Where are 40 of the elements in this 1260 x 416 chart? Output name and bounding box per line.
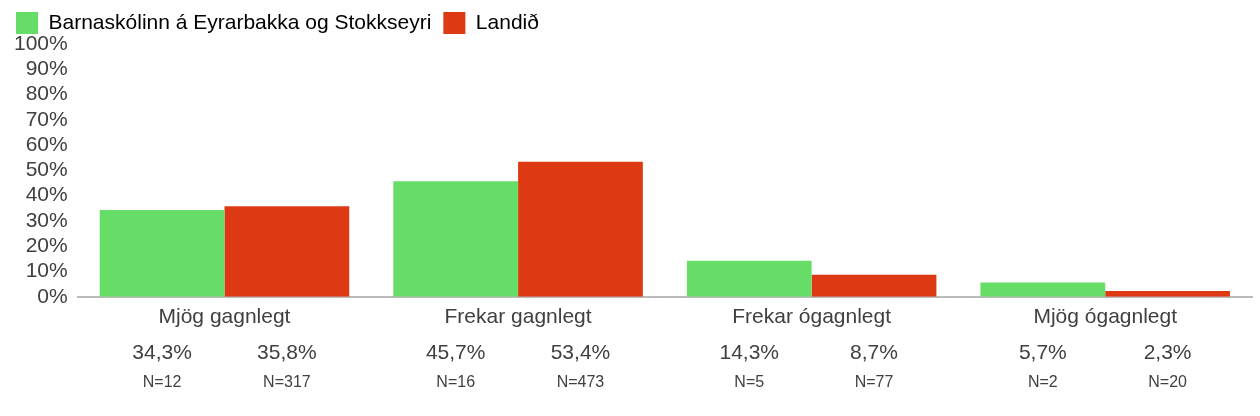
y-tick-label: 40% bbox=[25, 182, 68, 206]
legend-label: Landið bbox=[475, 9, 539, 33]
x-tick-label: Frekar ógagnlegt bbox=[732, 304, 892, 328]
x-tick-label: Mjög ógagnlegt bbox=[1033, 304, 1178, 328]
data-label: 35,8% bbox=[257, 339, 317, 363]
data-label: 2,3% bbox=[1143, 339, 1192, 363]
text: N=12 bbox=[142, 373, 182, 391]
text: N=16 bbox=[436, 373, 476, 391]
y-tick-label: 0% bbox=[37, 283, 68, 307]
y-tick-label: 70% bbox=[25, 106, 68, 130]
x-tick-label: Mjög gagnlegt bbox=[158, 304, 291, 328]
text: N=5 bbox=[734, 373, 765, 391]
bar bbox=[686, 260, 812, 297]
bar bbox=[393, 181, 519, 297]
text: N=2 bbox=[1027, 373, 1058, 391]
bar bbox=[518, 161, 643, 297]
data-label: 34,3% bbox=[132, 339, 192, 363]
legend-label: Barnaskólinn á Eyrarbakka og Stokkseyri bbox=[48, 9, 432, 33]
text: N=473 bbox=[556, 373, 605, 391]
data-label: 45,7% bbox=[425, 339, 486, 363]
y-tick-label: 50% bbox=[25, 157, 68, 181]
text: N=77 bbox=[854, 373, 894, 391]
data-label: 14,3% bbox=[719, 339, 780, 363]
y-tick-label: 90% bbox=[25, 56, 68, 80]
data-label: 5,7% bbox=[1018, 339, 1067, 363]
y-tick-label: 80% bbox=[25, 81, 68, 105]
bar bbox=[980, 282, 1106, 297]
text: N=317 bbox=[263, 373, 311, 391]
x-tick-label: Frekar gagnlegt bbox=[444, 304, 592, 328]
bar bbox=[99, 210, 225, 297]
y-tick-label: 20% bbox=[25, 233, 68, 257]
y-tick-label: 100% bbox=[13, 30, 68, 54]
y-tick-label: 60% bbox=[25, 131, 68, 155]
bar bbox=[811, 274, 937, 297]
text: N=20 bbox=[1148, 373, 1188, 391]
bar bbox=[224, 206, 350, 297]
data-label: 53,4% bbox=[550, 339, 611, 363]
y-tick-label: 30% bbox=[25, 207, 68, 231]
y-tick-label: 10% bbox=[25, 258, 68, 282]
data-label: 8,7% bbox=[850, 339, 898, 363]
